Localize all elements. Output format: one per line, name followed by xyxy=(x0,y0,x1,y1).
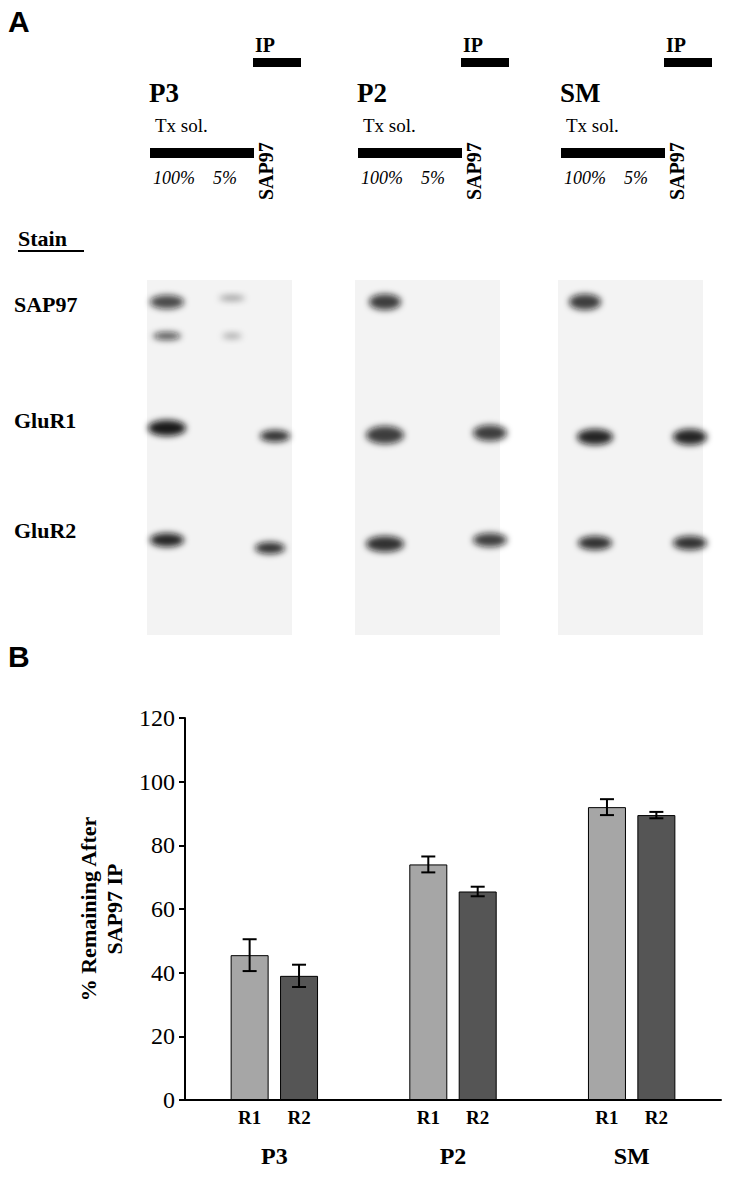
svg-text:R1: R1 xyxy=(595,1107,618,1128)
svg-text:SAP97: SAP97 xyxy=(255,142,277,200)
svg-text:R2: R2 xyxy=(645,1107,668,1128)
svg-text:SAP97: SAP97 xyxy=(463,142,485,200)
svg-text:Tx sol.: Tx sol. xyxy=(363,115,416,136)
svg-text:Stain: Stain xyxy=(18,226,67,251)
svg-text:P3: P3 xyxy=(261,1143,288,1169)
svg-text:R2: R2 xyxy=(287,1107,310,1128)
svg-text:A: A xyxy=(8,5,30,38)
svg-text:100%: 100% xyxy=(153,168,195,188)
svg-text:60: 60 xyxy=(151,896,175,922)
svg-text:100%: 100% xyxy=(564,168,606,188)
svg-text:SM: SM xyxy=(614,1143,650,1169)
svg-text:SAP97: SAP97 xyxy=(14,292,78,317)
svg-text:100%: 100% xyxy=(361,168,403,188)
svg-text:5%: 5% xyxy=(213,168,237,188)
svg-text:Tx sol.: Tx sol. xyxy=(155,115,208,136)
svg-text:5%: 5% xyxy=(421,168,445,188)
svg-text:GluR2: GluR2 xyxy=(14,518,76,543)
svg-text:GluR1: GluR1 xyxy=(14,408,76,433)
svg-text:120: 120 xyxy=(139,705,175,731)
html-text:B: B xyxy=(8,640,30,673)
svg-text:20: 20 xyxy=(151,1023,175,1049)
svg-text:IP: IP xyxy=(666,34,686,56)
svg-text:SM: SM xyxy=(560,78,601,108)
svg-text:40: 40 xyxy=(151,960,175,986)
svg-text:SAP97: SAP97 xyxy=(666,142,688,200)
svg-text:100: 100 xyxy=(139,769,175,795)
svg-text:0: 0 xyxy=(163,1087,175,1113)
svg-text:R1: R1 xyxy=(238,1107,261,1128)
svg-text:80: 80 xyxy=(151,832,175,858)
svg-text:P3: P3 xyxy=(149,78,179,108)
svg-text:R2: R2 xyxy=(466,1107,489,1128)
svg-text:P2: P2 xyxy=(440,1143,467,1169)
svg-text:IP: IP xyxy=(255,34,275,56)
svg-text:SAP97 IP: SAP97 IP xyxy=(102,863,127,954)
svg-text:IP: IP xyxy=(463,34,483,56)
svg-text:R1: R1 xyxy=(417,1107,440,1128)
svg-text:Tx sol.: Tx sol. xyxy=(566,115,619,136)
svg-text:P2: P2 xyxy=(357,78,387,108)
svg-text:% Remaining After: % Remaining After xyxy=(76,817,101,1002)
svg-text:5%: 5% xyxy=(624,168,648,188)
